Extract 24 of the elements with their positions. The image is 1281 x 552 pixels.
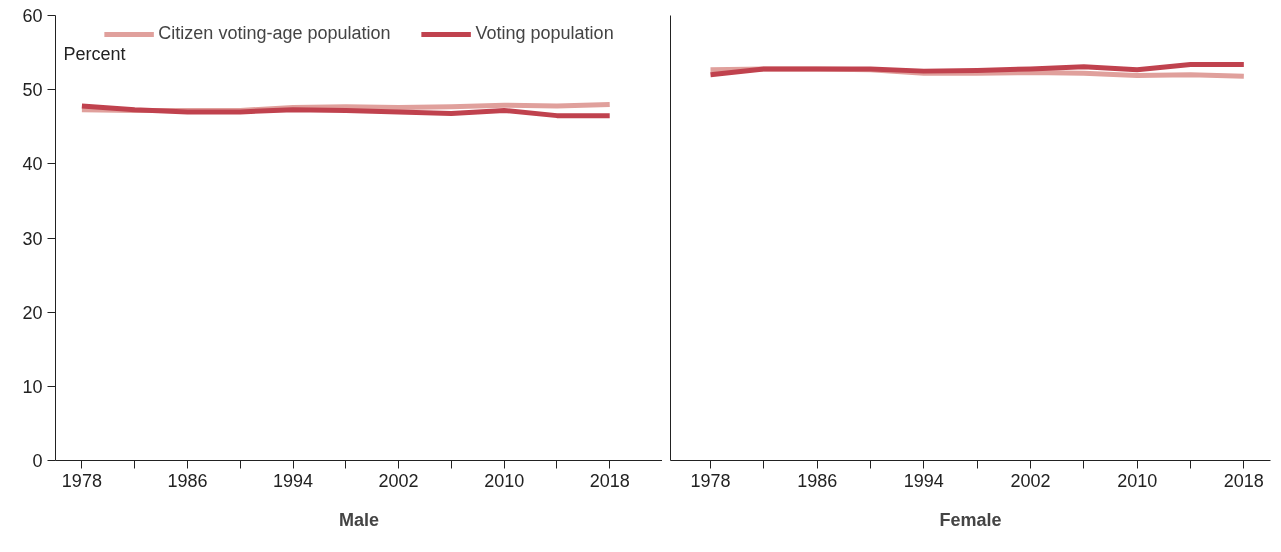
x-tick-label: 1986 (797, 470, 838, 491)
x-tick-label: 2010 (484, 470, 525, 491)
y-tick-label: 50 (22, 80, 43, 101)
x-tick-label: 1978 (61, 470, 102, 491)
legend-label: Voting population (475, 23, 614, 44)
y-tick-label: 40 (22, 154, 43, 175)
x-tick-label: 2002 (1010, 470, 1051, 491)
x-tick-label: 1994 (273, 470, 314, 491)
y-tick-label: 20 (22, 302, 43, 323)
x-tick-label: 2018 (589, 470, 630, 491)
y-tick-label: 30 (22, 228, 43, 249)
y-tick-label: 60 (22, 6, 43, 26)
x-axis-title: Female (939, 509, 1002, 530)
x-tick-label: 1994 (903, 470, 944, 491)
y-tick-label: 10 (22, 376, 43, 397)
x-tick-label: 1978 (690, 470, 731, 491)
x-tick-label: 1986 (167, 470, 208, 491)
y-axis-title: Percent (63, 43, 126, 64)
x-tick-label: 2002 (378, 470, 419, 491)
legend-label: Citizen voting-age population (158, 23, 391, 44)
y-tick-label: 0 (32, 451, 43, 471)
x-axis-title: Male (338, 509, 380, 530)
x-tick-label: 2018 (1223, 470, 1264, 491)
x-tick-label: 2010 (1117, 470, 1158, 491)
